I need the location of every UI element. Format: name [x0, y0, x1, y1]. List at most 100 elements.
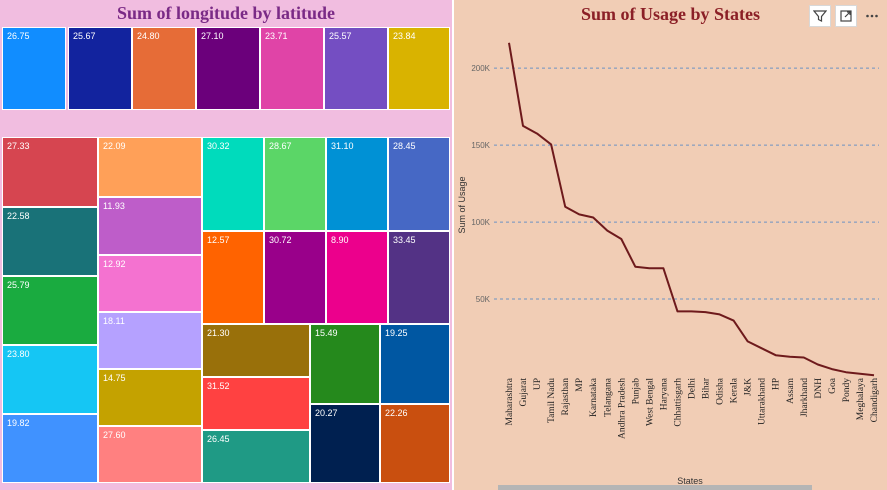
treemap-tile[interactable]: 33.45	[388, 231, 450, 324]
treemap-tile[interactable]: 23.84	[388, 27, 450, 110]
treemap-tile-label: 26.45	[207, 434, 230, 444]
treemap-tile[interactable]: 15.49	[310, 324, 380, 404]
x-tick-label: Gujarat	[519, 378, 529, 407]
x-tick-label: Maharashtra	[505, 377, 515, 425]
y-axis-label: Sum of Usage	[457, 176, 467, 233]
x-tick-label: Kerala	[730, 377, 740, 403]
treemap-tile[interactable]: 28.67	[264, 137, 326, 231]
treemap-tile[interactable]: 23.80	[2, 345, 98, 414]
treemap-tile-label: 18.11	[103, 316, 125, 326]
y-tick-label: 100K	[471, 218, 490, 227]
treemap-panel: Sum of longitude by latitude 26.75 25.67 2…	[0, 0, 452, 490]
horizontal-scrollbar[interactable]	[498, 485, 812, 490]
treemap: 26.75 25.67 24.80 27.10 23.71 25.57 23.84 27.33…	[2, 27, 450, 483]
x-tick-label: Karnataka	[589, 377, 599, 417]
treemap-tile-label: 12.92	[103, 259, 126, 269]
x-axis-label: States	[677, 476, 703, 486]
treemap-tile-label: 23.80	[7, 349, 30, 359]
treemap-tile-label: 28.67	[269, 141, 292, 151]
x-tick-label: Haryana	[659, 377, 669, 410]
treemap-tile[interactable]: 28.45	[388, 137, 450, 231]
x-tick-label: HP	[772, 378, 782, 390]
treemap-tile-label: 30.72	[269, 235, 292, 245]
x-tick-label: Chandigarh	[870, 378, 880, 423]
treemap-tile-label: 33.45	[393, 235, 416, 245]
treemap-title: Sum of longitude by latitude	[116, 3, 336, 23]
x-tick-label: Uttarakhand	[758, 378, 768, 425]
treemap-tile-label: 21.30	[207, 328, 230, 338]
treemap-tile[interactable]: 19.25	[380, 324, 450, 404]
treemap-tile[interactable]: 12.57	[202, 231, 264, 324]
treemap-tile[interactable]: 25.79	[2, 276, 98, 345]
series-line[interactable]	[508, 42, 875, 377]
x-tick-label: Meghalaya	[856, 377, 866, 420]
treemap-tile[interactable]: 26.45	[202, 430, 310, 483]
treemap-tile[interactable]: 31.10	[326, 137, 388, 231]
treemap-tile[interactable]: 25.57	[324, 27, 388, 110]
treemap-tile-label: 19.25	[385, 328, 408, 338]
filter-icon[interactable]	[809, 5, 831, 27]
treemap-tile[interactable]: 22.58	[2, 207, 98, 276]
treemap-tile-label: 15.49	[315, 328, 338, 338]
treemap-tile[interactable]: 20.27	[310, 404, 380, 483]
treemap-tile-label: 27.60	[103, 430, 126, 440]
treemap-tile-label: 23.84	[393, 31, 416, 41]
x-tick-label: MP	[575, 378, 585, 392]
treemap-tile-label: 31.10	[331, 141, 354, 151]
x-tick-label: Assam	[786, 377, 796, 403]
treemap-tile-label: 14.75	[103, 373, 126, 383]
treemap-tile-label: 30.32	[207, 141, 230, 151]
treemap-tile-label: 27.10	[201, 31, 224, 41]
treemap-tile-label: 25.79	[7, 280, 30, 290]
x-tick-label: Rajasthan	[561, 378, 571, 416]
treemap-tile-label: 24.80	[137, 31, 160, 41]
y-tick-label: 50K	[476, 295, 491, 304]
line-chart-svg: 50K 100K 150K 200K Sum of Usage States Maharas…	[457, 42, 880, 486]
treemap-tile-label: 27.33	[7, 141, 30, 151]
treemap-tile[interactable]: 23.71	[260, 27, 324, 110]
treemap-tile[interactable]: 24.80	[132, 27, 196, 110]
treemap-tile-label: 31.52	[207, 381, 230, 391]
x-tick-label: Tamil Nadu	[547, 378, 557, 423]
treemap-tile[interactable]: 22.26	[380, 404, 450, 483]
treemap-tile[interactable]: 12.92	[98, 255, 202, 312]
treemap-tile-label: 8.90	[331, 235, 349, 245]
treemap-tile[interactable]: 30.32	[202, 137, 264, 231]
treemap-tile[interactable]: 11.93	[98, 197, 202, 255]
x-tick-label: DNH	[814, 378, 824, 399]
x-tick-label: Punjab	[631, 378, 641, 405]
treemap-tile[interactable]: 30.72	[264, 231, 326, 324]
treemap-tile[interactable]: 27.60	[98, 426, 202, 483]
treemap-tile[interactable]: 19.82	[2, 414, 98, 483]
visual-header-icons	[809, 5, 883, 27]
x-tick-label: Delhi	[688, 378, 698, 399]
treemap-tile-label: 26.75	[7, 31, 30, 41]
more-options-icon[interactable]	[861, 5, 883, 27]
treemap-tile-label: 23.71	[265, 31, 288, 41]
treemap-tile[interactable]: 31.52	[202, 377, 310, 430]
focus-mode-icon[interactable]	[835, 5, 857, 27]
x-tick-label: UP	[533, 378, 543, 390]
x-tick-label: Bihar	[702, 377, 712, 399]
x-tick-label: Goa	[828, 377, 838, 394]
treemap-tile[interactable]: 21.30	[202, 324, 310, 377]
treemap-tile[interactable]: 25.67	[68, 27, 132, 110]
treemap-tile[interactable]: 27.10	[196, 27, 260, 110]
treemap-tile[interactable]: 22.09	[98, 137, 202, 197]
treemap-tile-label: 22.58	[7, 211, 30, 221]
treemap-tile[interactable]: 18.11	[98, 312, 202, 369]
line-chart-panel: Sum of Usage by States 50K 100K 150K 200K Su…	[454, 0, 887, 490]
x-tick-label: J&K	[744, 378, 754, 396]
treemap-tile[interactable]: 27.33	[2, 137, 98, 207]
treemap-tile-label: 25.67	[73, 31, 96, 41]
x-tick-label: Pondy	[842, 378, 852, 403]
treemap-tile[interactable]: 26.75	[2, 27, 66, 110]
x-tick-label: Andhra Pradesh	[617, 378, 627, 439]
treemap-tile-label: 25.57	[329, 31, 352, 41]
y-tick-label: 150K	[471, 141, 490, 150]
treemap-tile[interactable]: 8.90	[326, 231, 388, 324]
treemap-tile[interactable]: 14.75	[98, 369, 202, 426]
y-tick-label: 200K	[471, 64, 490, 73]
line-chart-title: Sum of Usage by States	[580, 4, 760, 24]
treemap-tile-label: 22.26	[385, 408, 408, 418]
